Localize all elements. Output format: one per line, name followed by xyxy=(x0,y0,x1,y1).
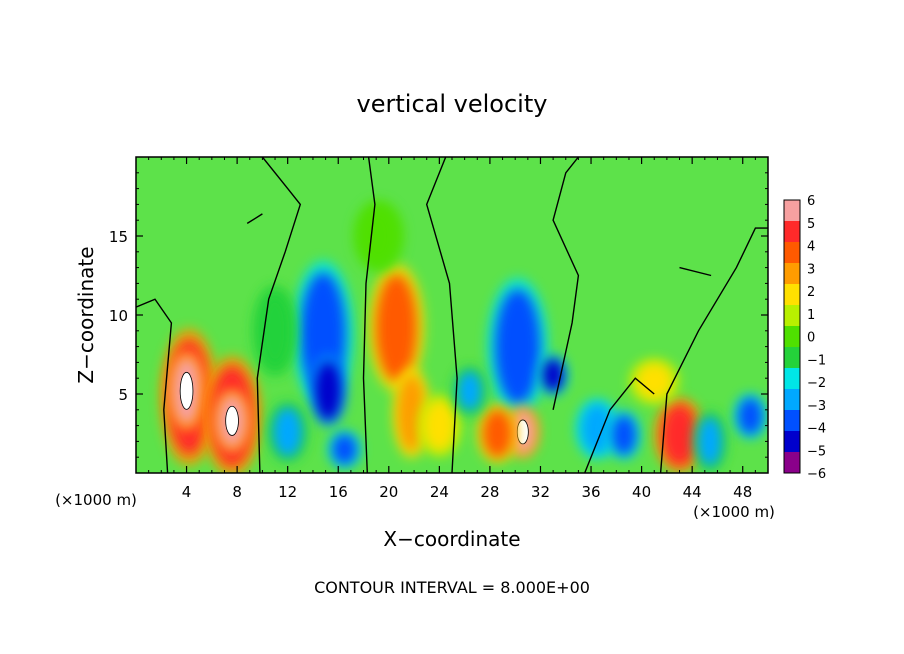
x-tick-label: 16 xyxy=(329,483,348,501)
contour-line xyxy=(362,157,376,473)
x-tick-label: 20 xyxy=(379,483,398,501)
x-tick-label: 12 xyxy=(278,483,297,501)
velocity-cell xyxy=(635,362,673,400)
velocity-cell xyxy=(272,406,303,457)
colorbar-frame xyxy=(783,199,801,474)
colorbar-swatch xyxy=(784,347,800,368)
x-tick-label: 40 xyxy=(632,483,651,501)
colorbar-swatch xyxy=(784,410,800,431)
x-unit-label-right: (×1000 m) xyxy=(693,503,775,521)
x-tick-label: 48 xyxy=(733,483,752,501)
chart-title: vertical velocity xyxy=(357,90,548,118)
contour-line xyxy=(256,157,302,473)
velocity-cell xyxy=(660,403,699,467)
colorbar-swatch xyxy=(784,221,800,242)
contour-line xyxy=(246,213,263,224)
colorbar-label: 2 xyxy=(807,285,815,300)
velocity-cell-core xyxy=(516,419,529,445)
y-axis-label: Z−coordinate xyxy=(74,246,98,383)
colorbar-swatch xyxy=(784,284,800,305)
velocity-field xyxy=(160,200,767,473)
colorbar-label: −2 xyxy=(807,376,826,391)
velocity-cell xyxy=(457,370,483,412)
colorbar: 6 5 4 3 2 1 0 −1 −2 −3 −4 −5 −6 xyxy=(783,194,826,482)
x-tick-label: 44 xyxy=(683,483,702,501)
colorbar-swatch xyxy=(784,263,800,284)
contour-line xyxy=(679,266,712,277)
x-axis-ticks: 4 8 12 16 20 24 28 32 36 40 44 48 xyxy=(148,157,756,501)
x-unit-label-left: (×1000 m) xyxy=(55,491,137,509)
colorbar-label: −6 xyxy=(807,467,826,482)
colorbar-swatch xyxy=(784,200,800,221)
colorbar-swatch xyxy=(784,305,800,326)
velocity-cell xyxy=(737,397,763,435)
contour-line xyxy=(425,157,458,473)
y-tick-label: 5 xyxy=(118,386,128,404)
colorbar-label: 0 xyxy=(807,331,815,346)
colorbar-swatch xyxy=(784,368,800,389)
velocity-cell xyxy=(482,409,513,458)
velocity-cell xyxy=(423,399,456,452)
contour-line xyxy=(584,377,655,473)
x-tick-label: 4 xyxy=(182,483,192,501)
colorbar-label: −5 xyxy=(807,444,826,459)
zero-contour-lines xyxy=(136,157,768,473)
x-tick-label: 36 xyxy=(581,483,600,501)
colorbar-label: −4 xyxy=(807,422,826,437)
contour-interval-note: CONTOUR INTERVAL = 8.000E+00 xyxy=(314,578,590,597)
colorbar-swatch xyxy=(784,452,800,473)
colorbar-label: 6 xyxy=(807,194,815,209)
y-tick-label: 15 xyxy=(109,228,128,246)
velocity-cell xyxy=(360,206,398,266)
colorbar-swatch xyxy=(784,431,800,452)
velocity-cell-core xyxy=(179,371,194,410)
y-axis-ticks: 5 10 15 xyxy=(109,172,768,458)
velocity-cell-core xyxy=(225,405,239,436)
velocity-cell xyxy=(495,289,541,404)
y-tick-label: 10 xyxy=(109,307,128,325)
x-tick-label: 32 xyxy=(531,483,550,501)
velocity-cell xyxy=(581,403,614,454)
colorbar-label: −3 xyxy=(807,399,826,414)
colorbar-label: 1 xyxy=(807,308,815,323)
colorbar-swatch xyxy=(784,326,800,347)
x-tick-label: 28 xyxy=(480,483,499,501)
colorbar-label: 4 xyxy=(807,240,815,255)
colorbar-swatch xyxy=(784,389,800,410)
colorbar-label: 3 xyxy=(807,262,815,277)
velocity-cell xyxy=(611,414,637,456)
velocity-cell xyxy=(314,361,342,421)
x-tick-label: 8 xyxy=(232,483,242,501)
contour-line xyxy=(659,227,768,473)
contour-line xyxy=(136,298,173,473)
colorbar-swatch xyxy=(784,242,800,263)
velocity-cell xyxy=(697,416,723,467)
velocity-cell xyxy=(332,433,357,465)
colorbar-label: 5 xyxy=(807,217,815,232)
velocity-cell xyxy=(375,274,417,382)
x-axis-label: X−coordinate xyxy=(383,527,520,551)
colorbar-label: −1 xyxy=(807,353,826,368)
x-tick-label: 24 xyxy=(430,483,449,501)
contour-line xyxy=(552,157,580,410)
